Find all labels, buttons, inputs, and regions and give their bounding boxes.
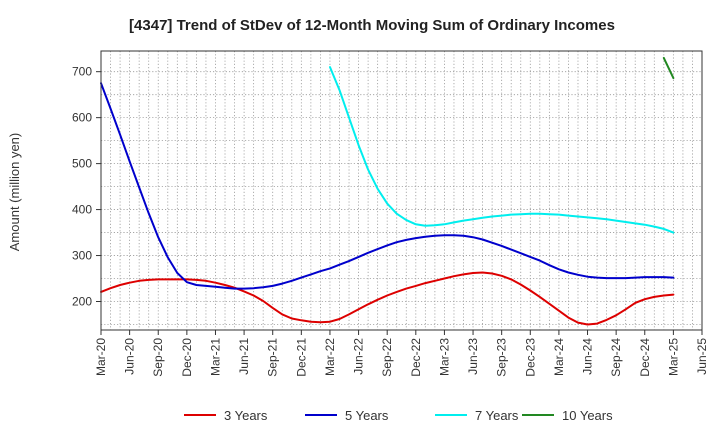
series-line-3-years: [100, 271, 675, 326]
y-axis-label: Amount (million yen): [7, 133, 22, 252]
x-tick-label: Mar-21: [208, 338, 222, 376]
x-tick-label: Sep-24: [609, 338, 623, 377]
plot-background: [101, 51, 702, 330]
x-tick-label: Jun-22: [352, 338, 366, 375]
x-tick-label: Jun-24: [581, 338, 595, 375]
legend-label-10-years: 10 Years: [562, 408, 613, 423]
series-lines: [100, 56, 675, 326]
x-tick-label: Jun-21: [237, 338, 251, 375]
x-tick-label: Dec-21: [294, 338, 308, 377]
x-tick-label: Dec-24: [638, 338, 652, 377]
chart-title: [4347] Trend of StDev of 12-Month Moving…: [129, 17, 615, 34]
x-tick-label: Jun-23: [466, 338, 480, 375]
legend-label-3-years: 3 Years: [224, 408, 268, 423]
series-line-10-years: [662, 56, 675, 80]
legend-label-7-years: 7 Years: [475, 408, 519, 423]
y-tick-label: 300: [72, 249, 92, 263]
x-tick-label: Mar-23: [437, 338, 451, 376]
y-tick-label: 200: [72, 295, 92, 309]
x-tick-label: Dec-22: [409, 338, 423, 377]
x-tick-label: Mar-24: [552, 338, 566, 376]
legend-label-5-years: 5 Years: [345, 408, 389, 423]
series-line-7-years: [329, 66, 675, 234]
x-tick-label: Dec-20: [180, 338, 194, 377]
plot-frame: [100, 50, 703, 331]
x-tick-label: Mar-22: [323, 338, 337, 376]
y-tick-label: 500: [72, 157, 92, 171]
legend: 3 Years 5 Years 7 Years 10 Years: [184, 408, 613, 423]
y-tick-label: 600: [72, 111, 92, 125]
x-tick-label: Dec-23: [523, 338, 537, 377]
x-tick-label: Mar-25: [666, 338, 680, 376]
x-tick-label: Jun-25: [695, 338, 709, 375]
x-tick-label: Jun-20: [123, 338, 137, 375]
y-tick-label: 400: [72, 203, 92, 217]
x-tick-label: Sep-20: [151, 338, 165, 377]
x-tick-label: Sep-22: [380, 338, 394, 377]
y-tick-label: 700: [72, 65, 92, 79]
x-tick-label: Mar-20: [94, 338, 108, 376]
x-tick-label: Sep-23: [495, 338, 509, 377]
plot-area: 200 300 400 500 600 700 Mar-20 Jun-20 Sep-20 Dec-…: [72, 50, 709, 377]
grid: [100, 51, 703, 330]
x-tick-label: Sep-21: [266, 338, 280, 377]
series-line-5-years: [100, 82, 675, 290]
